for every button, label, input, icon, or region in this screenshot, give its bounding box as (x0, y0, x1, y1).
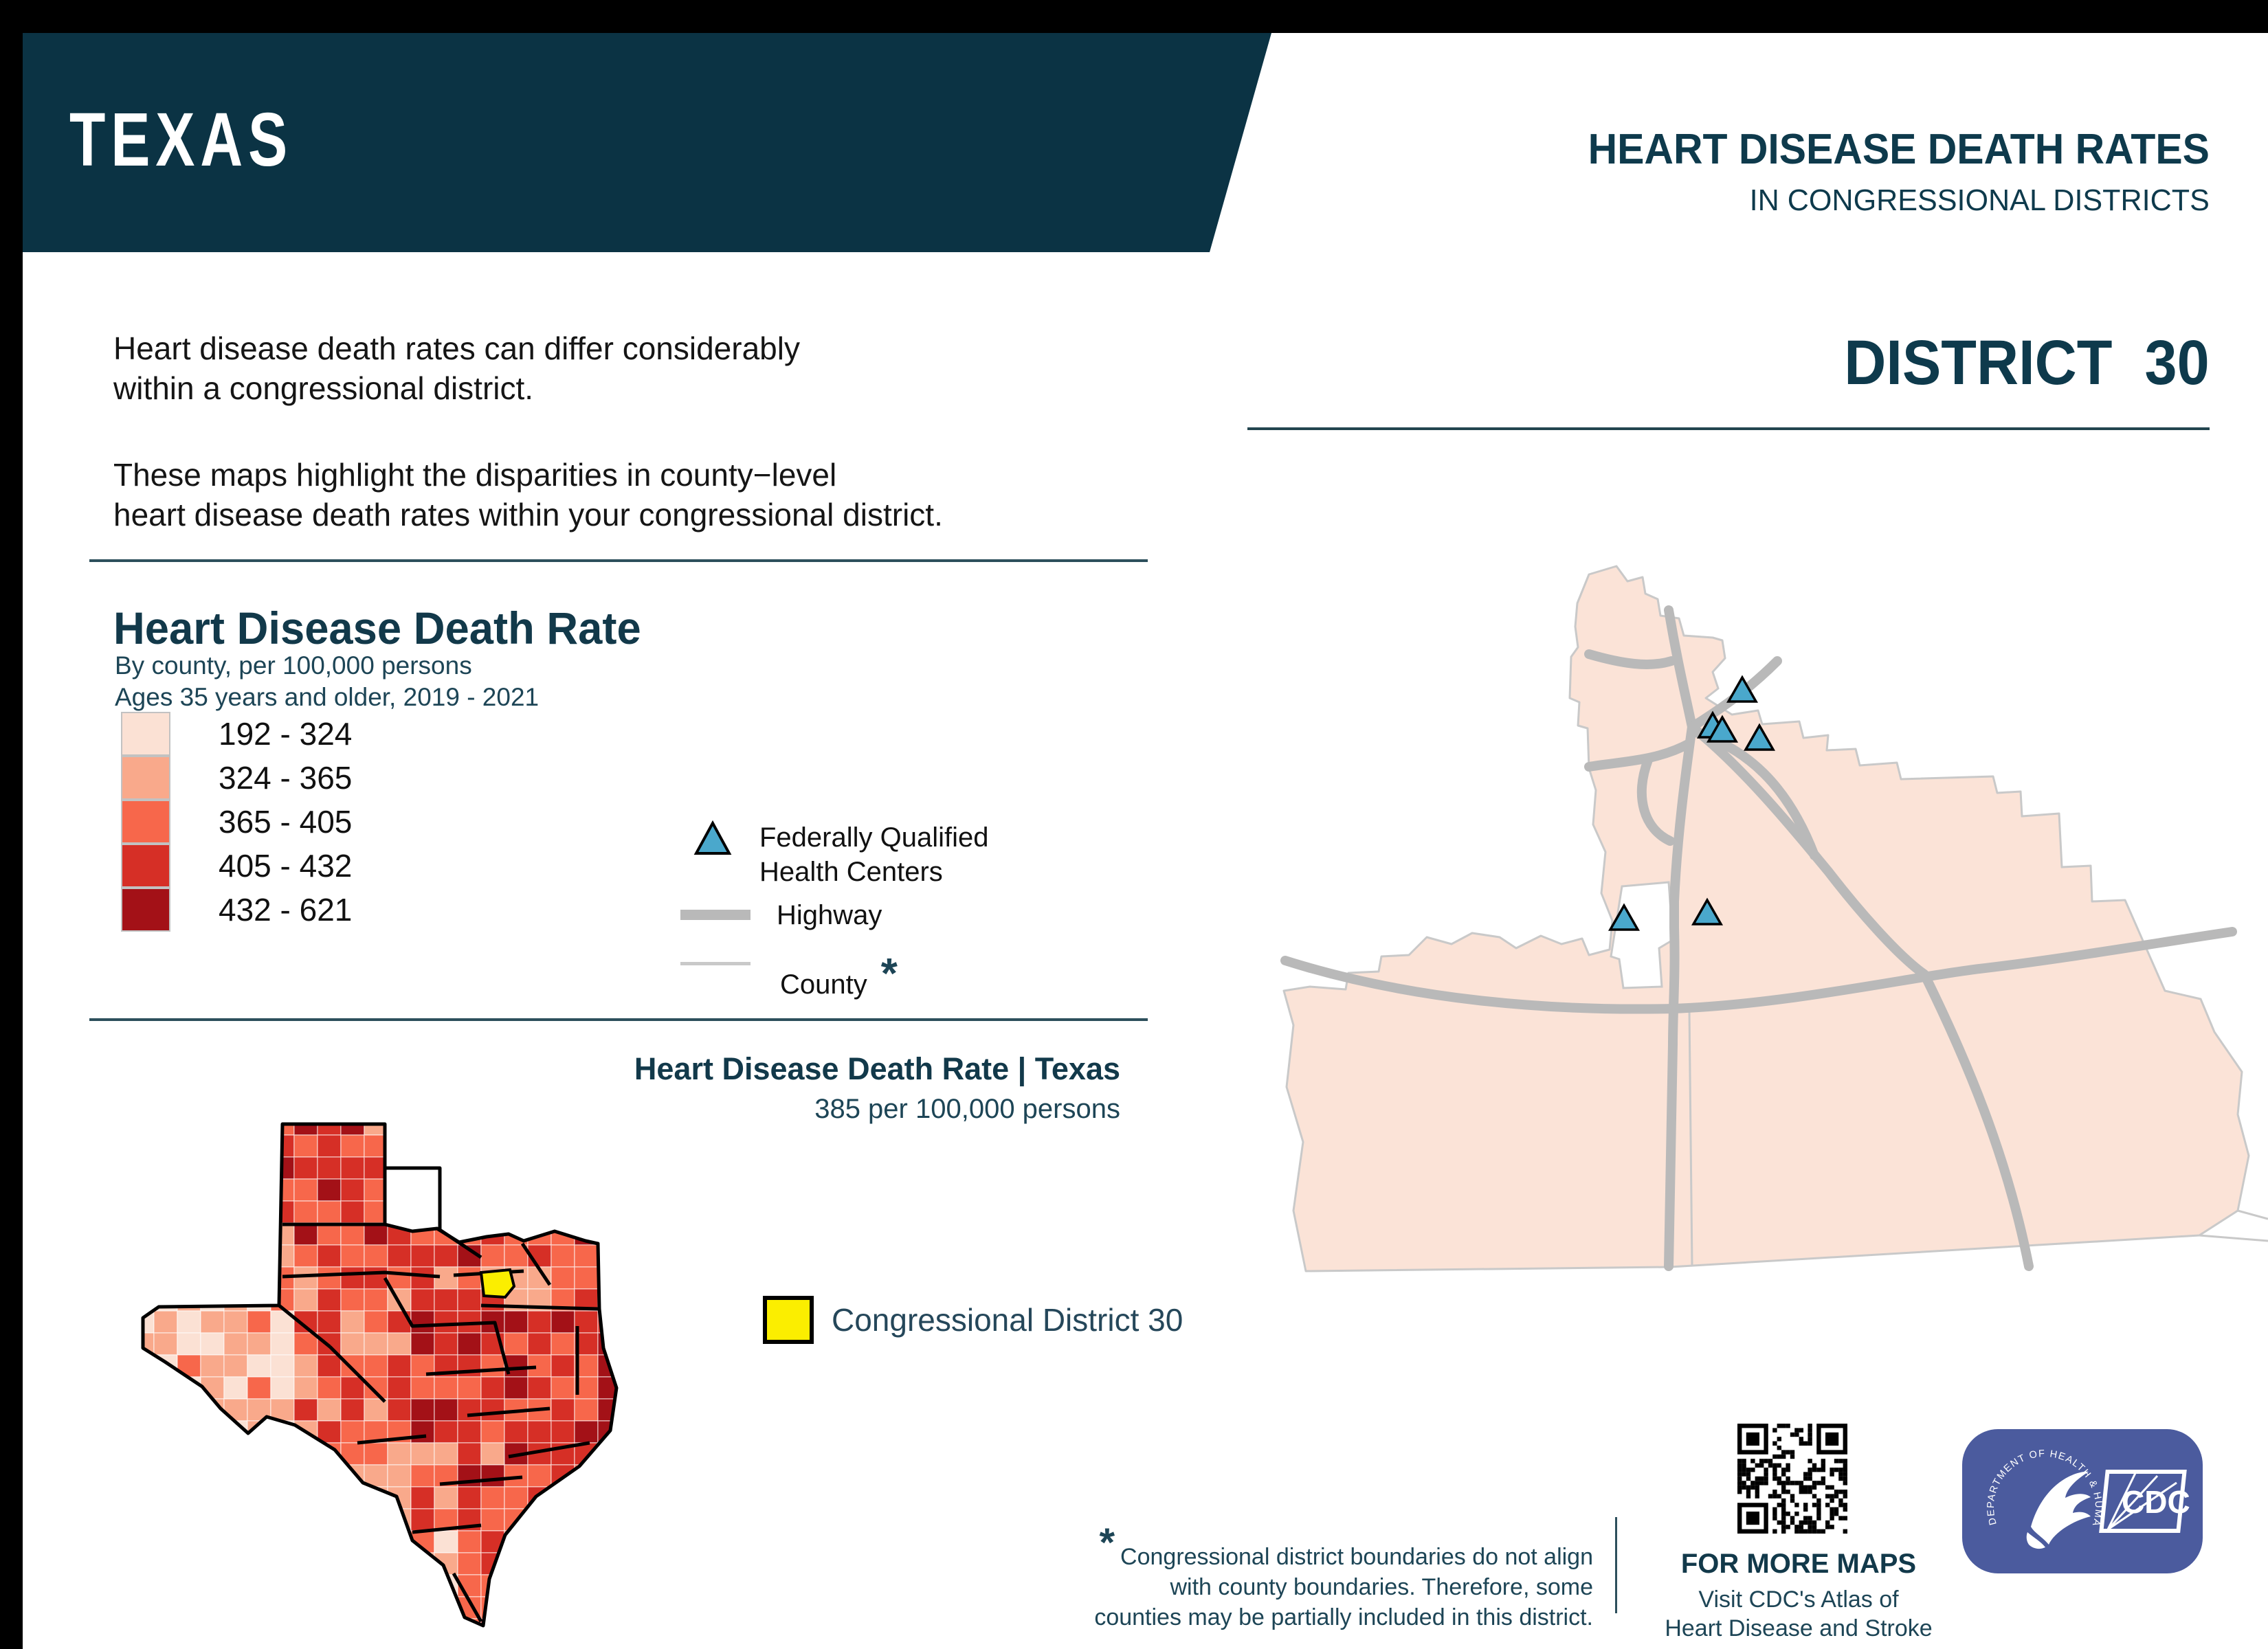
more-maps-heading: FOR MORE MAPS (1680, 1549, 1917, 1579)
texas-map-caption: Heart Disease Death Rate | Texas 385 per… (634, 1051, 1120, 1125)
texas-district30-highlight (479, 1268, 516, 1299)
fqhc-marker (1691, 897, 1724, 926)
footnote-line1: Congressional district boundaries do not… (1120, 1544, 1593, 1570)
fqhc-marker (1706, 715, 1739, 743)
legend-subtitle-line1: By county, per 100,000 persons (115, 651, 472, 680)
fqhc-markers (1608, 675, 1776, 931)
legend-bin-label: 192 - 324 (219, 716, 353, 752)
county-label-text: County (780, 969, 867, 1000)
county-boundary-lines (1688, 1009, 2268, 1266)
legend-bin-row: 405 - 432 (121, 844, 352, 888)
footer-divider (1615, 1517, 1617, 1613)
fqhc-triangle-icon (693, 820, 732, 855)
more-maps-line1: Visit CDC's Atlas of (1698, 1586, 1899, 1613)
fqhc-label-line2: Health Centers (759, 857, 943, 887)
legend-bin-swatch (121, 844, 170, 888)
legend-bin-row: 192 - 324 (121, 712, 352, 756)
fqhc-marker (1743, 723, 1776, 751)
county-legend-label: County * (780, 950, 898, 1000)
legend-bin-swatch (121, 756, 170, 800)
header-band (23, 33, 1271, 252)
texas-county-patches (143, 1124, 616, 1626)
cdc-text: CDC (2122, 1484, 2190, 1520)
page: TEXAS HEART DISEASE DEATH RATES IN CONGR… (23, 33, 2268, 1649)
more-maps-line2: Heart Disease and Stroke (1665, 1615, 1933, 1641)
district-heading: DISTRICT 30 (1844, 328, 2210, 398)
texas-caption-title: Heart Disease Death Rate | Texas (634, 1051, 1120, 1086)
legend-bin-row: 365 - 405 (121, 800, 352, 844)
intro-text: Heart disease death rates can differ con… (113, 328, 943, 535)
divider-district (1247, 427, 2210, 430)
report-subtitle: IN CONGRESSIONAL DISTRICTS (1749, 183, 2210, 217)
legend-bin-label: 365 - 405 (219, 804, 353, 840)
hhs-cdc-logo: DEPARTMENT OF HEALTH & HUMAN SERVICES·US… (1962, 1429, 2203, 1573)
legend-bin-swatch (121, 800, 170, 844)
highway-line-icon (680, 910, 751, 920)
footnote: * Congressional district boundaries do no… (1094, 1523, 1594, 1633)
legend-subtitle-line2: Ages 35 years and older, 2019 - 2021 (115, 683, 540, 711)
legend-bin-row: 324 - 365 (121, 756, 352, 800)
divider-left-bottom (89, 1018, 1148, 1021)
texas-outline (141, 1122, 619, 1628)
cdc-logo: CDC (2099, 1470, 2190, 1533)
texas-choropleth-map (141, 1122, 619, 1628)
report-title-block: HEART DISEASE DEATH RATES IN CONGRESSION… (1555, 125, 2210, 218)
legend-bin-label: 405 - 432 (219, 848, 353, 884)
district30-map (1280, 565, 2268, 1272)
fqhc-label-line1: Federally Qualified (759, 822, 989, 853)
county-asterisk: * (880, 950, 898, 998)
highways (1280, 605, 2237, 1271)
district30-swatch (763, 1296, 814, 1344)
legend-color-bins: 192 - 324 324 - 365 365 - 405 405 - 432 432 … (121, 712, 352, 932)
fqhc-marker (1608, 903, 1641, 931)
county-line-icon (680, 962, 751, 965)
hhs-eagle-icon (2026, 1471, 2091, 1549)
footnote-line2: with county boundaries. Therefore, some (1170, 1574, 1594, 1600)
footnote-asterisk: * (1099, 1521, 1115, 1565)
district30-label: Congressional District 30 (832, 1302, 1183, 1338)
intro-p2-line1: These maps highlight the disparities in … (113, 457, 837, 493)
legend-bin-label: 324 - 365 (219, 760, 353, 796)
legend-bin-label: 432 - 621 (219, 892, 353, 928)
intro-p1-line2: within a congressional district. (113, 370, 534, 406)
district30-legend: Congressional District 30 (763, 1296, 1183, 1344)
qr-code (1737, 1424, 1847, 1534)
legend-subtitle: By county, per 100,000 persons Ages 35 y… (115, 650, 539, 713)
footnote-line3: counties may be partially included in th… (1094, 1604, 1593, 1630)
texas-caption-value: 385 per 100,000 persons (814, 1094, 1120, 1124)
intro-p2-line2: heart disease death rates within your co… (113, 497, 943, 532)
legend-bin-row: 432 - 621 (121, 888, 352, 932)
divider-left-top (89, 559, 1148, 562)
legend-bin-swatch (121, 888, 170, 932)
fqhc-legend-label: Federally Qualified Health Centers (759, 820, 989, 889)
cdc-box (2099, 1470, 2187, 1533)
legend-bin-swatch (121, 712, 170, 756)
highway-legend-label: Highway (777, 900, 882, 930)
state-name: TEXAS (69, 98, 293, 182)
report-title: HEART DISEASE DEATH RATES (1588, 126, 2210, 173)
intro-p1-line1: Heart disease death rates can differ con… (113, 330, 800, 366)
legend-title: Heart Disease Death Rate (113, 603, 641, 653)
fqhc-marker (1726, 675, 1759, 703)
more-maps-block: FOR MORE MAPS Visit CDC's Atlas of Heart… (1641, 1549, 1957, 1643)
logo-badge-background (1962, 1429, 2203, 1573)
